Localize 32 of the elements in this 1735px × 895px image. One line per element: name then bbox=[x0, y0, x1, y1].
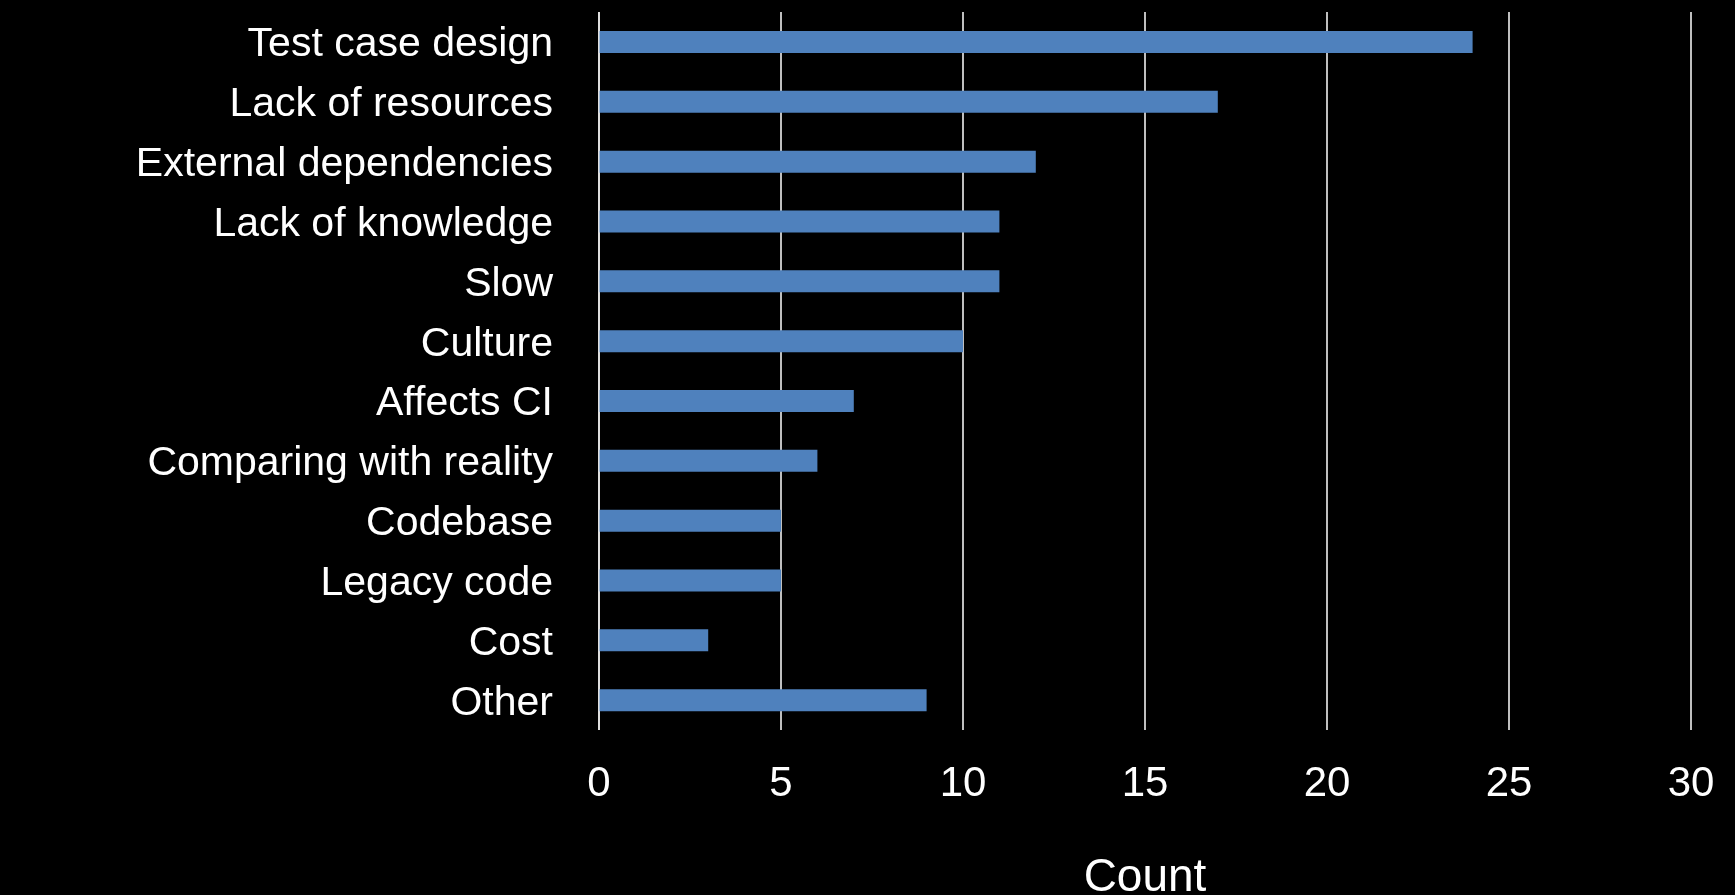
y-tick-label: Slow bbox=[464, 258, 554, 305]
y-tick-label: Comparing with reality bbox=[147, 438, 554, 485]
y-tick-label: Cost bbox=[468, 617, 554, 664]
y-tick-label: Lack of knowledge bbox=[213, 198, 553, 245]
x-tick-label: 5 bbox=[769, 757, 793, 805]
y-tick-label: External dependencies bbox=[135, 139, 553, 186]
x-tick-label: 0 bbox=[587, 757, 611, 805]
bar bbox=[599, 90, 1218, 113]
bar bbox=[599, 390, 854, 412]
bar bbox=[599, 629, 709, 652]
y-tick-label: Test case design bbox=[247, 19, 553, 66]
y-tick-label: Culture bbox=[420, 318, 553, 365]
x-tick-label: 20 bbox=[1303, 757, 1351, 805]
bar bbox=[599, 449, 818, 472]
bar bbox=[599, 569, 781, 592]
x-tick-label: 25 bbox=[1485, 757, 1533, 805]
x-tick-label: 30 bbox=[1667, 757, 1715, 805]
bar bbox=[599, 150, 1036, 173]
bar bbox=[599, 270, 1000, 293]
x-axis-title: Count bbox=[1083, 849, 1207, 895]
x-tick-label: 15 bbox=[1121, 757, 1169, 805]
bar bbox=[599, 330, 963, 353]
bar bbox=[599, 31, 1473, 53]
bar bbox=[599, 210, 1000, 233]
y-tick-label: Legacy code bbox=[320, 557, 553, 604]
bar bbox=[599, 689, 927, 712]
y-tick-label: Other bbox=[450, 677, 553, 724]
y-tick-label: Codebase bbox=[366, 498, 553, 545]
y-tick-label: Affects CI bbox=[376, 378, 553, 425]
bar bbox=[599, 509, 781, 532]
x-tick-label: 10 bbox=[939, 757, 987, 805]
y-tick-label: Lack of resources bbox=[229, 79, 553, 126]
